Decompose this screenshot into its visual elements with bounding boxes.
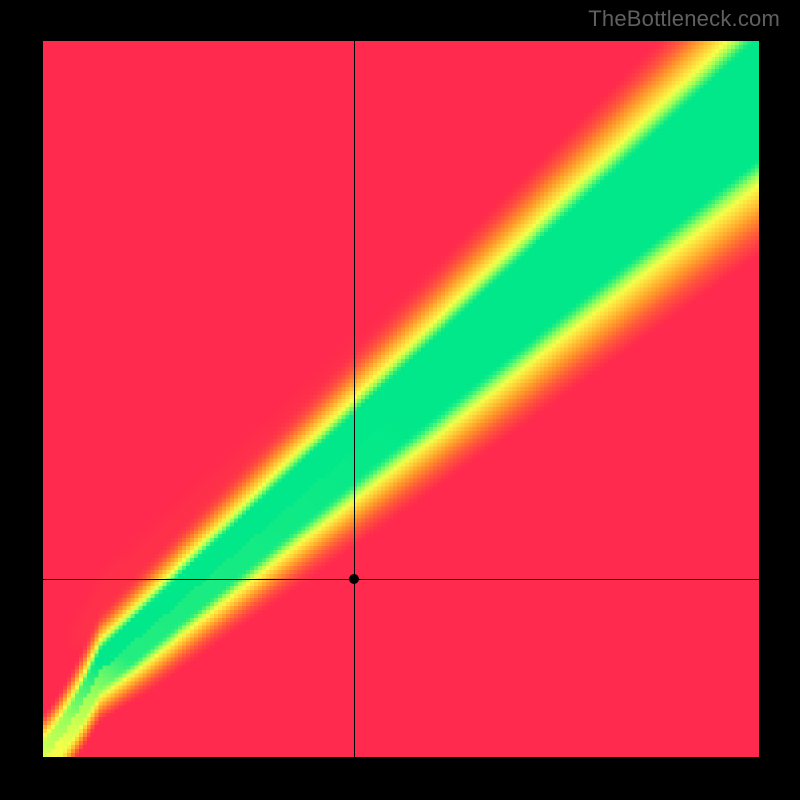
chart-container: TheBottleneck.com xyxy=(0,0,800,800)
heatmap-canvas xyxy=(43,41,759,757)
crosshair-vertical xyxy=(354,41,355,757)
crosshair-horizontal xyxy=(43,579,759,580)
crosshair-marker xyxy=(349,574,359,584)
plot-area xyxy=(43,41,759,757)
attribution-label: TheBottleneck.com xyxy=(588,6,780,32)
